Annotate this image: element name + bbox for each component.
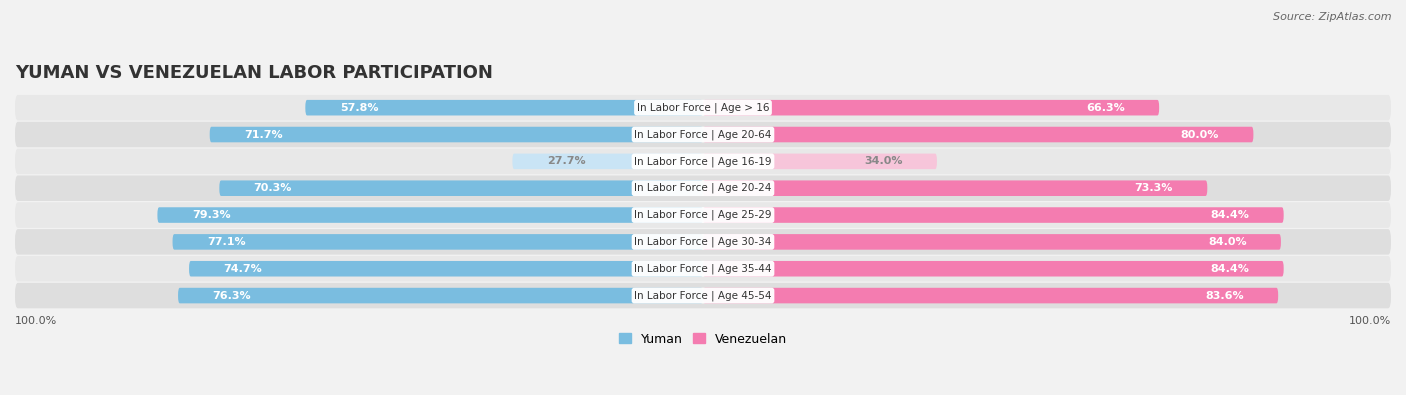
FancyBboxPatch shape — [15, 229, 1391, 255]
Text: 100.0%: 100.0% — [1348, 316, 1391, 326]
FancyBboxPatch shape — [703, 127, 1253, 142]
FancyBboxPatch shape — [15, 122, 1391, 147]
FancyBboxPatch shape — [15, 175, 1391, 201]
FancyBboxPatch shape — [703, 181, 1208, 196]
Text: 34.0%: 34.0% — [865, 156, 903, 166]
Text: In Labor Force | Age 45-54: In Labor Force | Age 45-54 — [634, 290, 772, 301]
Text: 100.0%: 100.0% — [15, 316, 58, 326]
Text: 83.6%: 83.6% — [1205, 291, 1244, 301]
Text: In Labor Force | Age > 16: In Labor Force | Age > 16 — [637, 102, 769, 113]
Text: 71.7%: 71.7% — [245, 130, 283, 139]
Text: 77.1%: 77.1% — [207, 237, 246, 247]
FancyBboxPatch shape — [209, 127, 703, 142]
Text: In Labor Force | Age 30-34: In Labor Force | Age 30-34 — [634, 237, 772, 247]
FancyBboxPatch shape — [703, 154, 936, 169]
Text: In Labor Force | Age 35-44: In Labor Force | Age 35-44 — [634, 263, 772, 274]
Text: 79.3%: 79.3% — [191, 210, 231, 220]
Text: 70.3%: 70.3% — [253, 183, 292, 193]
Text: YUMAN VS VENEZUELAN LABOR PARTICIPATION: YUMAN VS VENEZUELAN LABOR PARTICIPATION — [15, 64, 494, 82]
Text: 66.3%: 66.3% — [1085, 103, 1125, 113]
FancyBboxPatch shape — [703, 234, 1281, 250]
Text: 80.0%: 80.0% — [1181, 130, 1219, 139]
FancyBboxPatch shape — [157, 207, 703, 223]
Legend: Yuman, Venezuelan: Yuman, Venezuelan — [613, 327, 793, 350]
FancyBboxPatch shape — [703, 261, 1284, 276]
FancyBboxPatch shape — [188, 261, 703, 276]
FancyBboxPatch shape — [703, 207, 1284, 223]
Text: In Labor Force | Age 20-64: In Labor Force | Age 20-64 — [634, 129, 772, 140]
FancyBboxPatch shape — [219, 181, 703, 196]
Text: In Labor Force | Age 25-29: In Labor Force | Age 25-29 — [634, 210, 772, 220]
FancyBboxPatch shape — [703, 288, 1278, 303]
Text: 73.3%: 73.3% — [1135, 183, 1173, 193]
Text: 27.7%: 27.7% — [547, 156, 585, 166]
FancyBboxPatch shape — [703, 100, 1159, 115]
FancyBboxPatch shape — [512, 154, 703, 169]
Text: In Labor Force | Age 16-19: In Labor Force | Age 16-19 — [634, 156, 772, 167]
Text: 74.7%: 74.7% — [224, 264, 262, 274]
FancyBboxPatch shape — [173, 234, 703, 250]
FancyBboxPatch shape — [15, 283, 1391, 308]
FancyBboxPatch shape — [179, 288, 703, 303]
Text: 84.4%: 84.4% — [1211, 210, 1250, 220]
FancyBboxPatch shape — [15, 256, 1391, 282]
Text: 76.3%: 76.3% — [212, 291, 252, 301]
FancyBboxPatch shape — [15, 149, 1391, 174]
Text: 84.0%: 84.0% — [1208, 237, 1247, 247]
Text: Source: ZipAtlas.com: Source: ZipAtlas.com — [1274, 12, 1392, 22]
FancyBboxPatch shape — [15, 202, 1391, 228]
Text: 57.8%: 57.8% — [340, 103, 378, 113]
FancyBboxPatch shape — [15, 95, 1391, 120]
FancyBboxPatch shape — [305, 100, 703, 115]
Text: In Labor Force | Age 20-24: In Labor Force | Age 20-24 — [634, 183, 772, 194]
Text: 84.4%: 84.4% — [1211, 264, 1250, 274]
